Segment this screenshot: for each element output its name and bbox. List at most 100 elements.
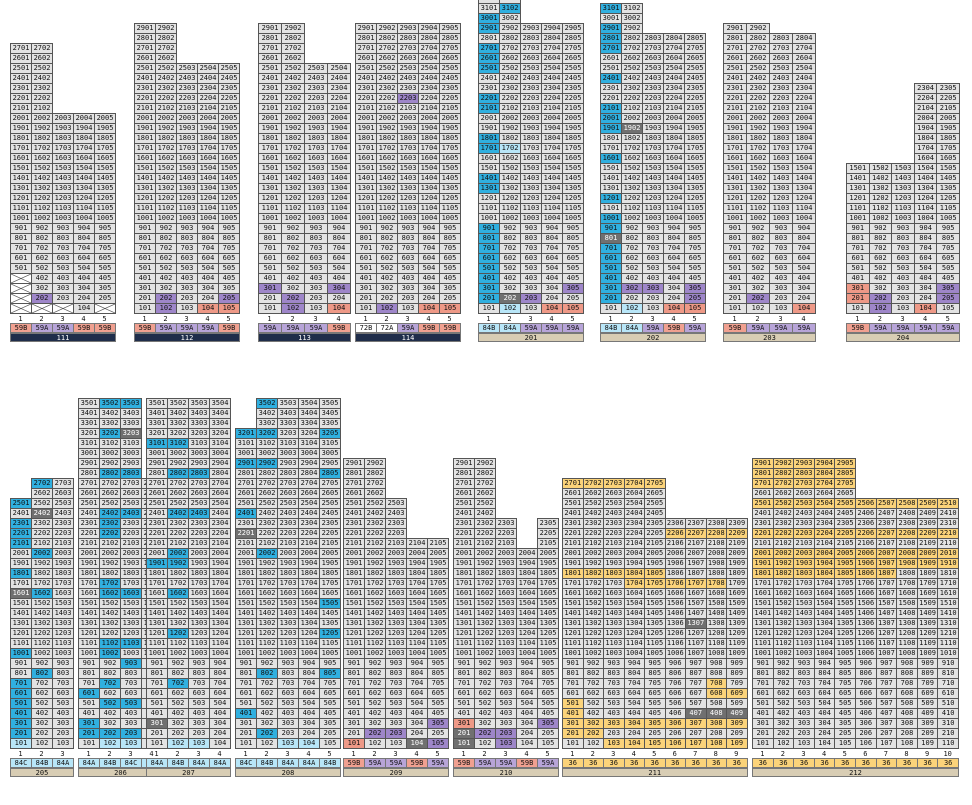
unit-cell[interactable]: 704: [73, 243, 95, 254]
unit-cell[interactable]: 1603: [385, 588, 407, 599]
unit-cell[interactable]: 1303: [52, 618, 74, 629]
unit-cell[interactable]: 1910: [937, 558, 959, 569]
unit-cell[interactable]: 1405: [218, 173, 240, 184]
unit-cell[interactable]: 2104: [913, 103, 938, 114]
unit-cell[interactable]: 3302: [99, 418, 121, 429]
unit-cell[interactable]: 2805: [684, 33, 706, 44]
unit-cell[interactable]: 1505: [427, 598, 449, 609]
unit-cell[interactable]: 604: [792, 253, 816, 264]
unit-cell[interactable]: 2802: [155, 33, 177, 44]
unit-cell[interactable]: 1710: [937, 578, 959, 589]
unit-cell[interactable]: 1203: [397, 193, 419, 204]
unit-cell[interactable]: 2603: [603, 488, 625, 499]
unit-cell[interactable]: 3004: [298, 448, 320, 459]
unit-cell[interactable]: 1704: [813, 578, 836, 589]
unit-cell[interactable]: 1007: [685, 648, 707, 659]
unit-cell[interactable]: 2301: [258, 83, 282, 94]
unit-cell[interactable]: 2102: [474, 538, 496, 549]
unit-cell[interactable]: 804: [209, 668, 231, 679]
unit-cell[interactable]: 1204: [813, 628, 836, 639]
unit-cell[interactable]: 205: [834, 728, 856, 739]
unit-cell[interactable]: 201: [453, 728, 475, 739]
unit-cell[interactable]: 1709: [916, 578, 939, 589]
unit-cell[interactable]: 1803: [793, 568, 815, 579]
unit-cell[interactable]: 1501: [146, 598, 168, 609]
unit-cell[interactable]: 1403: [769, 173, 793, 184]
unit-cell[interactable]: 1902: [582, 558, 604, 569]
unit-cell[interactable]: 2201: [453, 528, 475, 539]
unit-cell[interactable]: 1601: [78, 588, 100, 599]
unit-cell[interactable]: 1201: [355, 193, 377, 204]
unit-cell[interactable]: 203: [642, 293, 664, 304]
unit-cell[interactable]: 2405: [439, 73, 461, 84]
unit-cell[interactable]: 1105: [537, 638, 559, 649]
unit-cell[interactable]: 3003: [277, 448, 299, 459]
unit-cell[interactable]: 1803: [188, 568, 210, 579]
unit-cell[interactable]: 1204: [516, 628, 538, 639]
unit-cell[interactable]: 301: [146, 718, 168, 729]
unit-cell[interactable]: 203: [495, 728, 517, 739]
unit-cell[interactable]: 1504: [813, 598, 836, 609]
unit-cell[interactable]: 2103: [277, 538, 299, 549]
unit-cell[interactable]: 2204: [298, 528, 320, 539]
unit-cell[interactable]: 901: [478, 223, 500, 234]
unit-cell[interactable]: 803: [793, 668, 815, 679]
unit-cell[interactable]: 2206: [664, 528, 686, 539]
unit-cell[interactable]: 705: [562, 243, 584, 254]
unit-cell[interactable]: 1508: [896, 598, 918, 609]
unit-cell[interactable]: 303: [642, 283, 664, 294]
unit-cell[interactable]: 1704: [623, 578, 645, 589]
unit-cell[interactable]: 2703: [603, 478, 625, 489]
unit-cell[interactable]: 505: [537, 698, 559, 709]
unit-cell[interactable]: 603: [277, 688, 299, 699]
unit-cell[interactable]: 203: [188, 728, 210, 739]
unit-cell[interactable]: 907: [685, 658, 707, 669]
unit-cell[interactable]: 2002: [31, 113, 53, 124]
unit-cell[interactable]: 2601: [146, 488, 168, 499]
unit-cell[interactable]: 1201: [10, 193, 32, 204]
unit-cell[interactable]: 901: [10, 223, 32, 234]
unit-cell[interactable]: 401: [478, 273, 500, 284]
unit-cell[interactable]: 1102: [155, 203, 177, 214]
unit-cell[interactable]: 1203: [385, 628, 407, 639]
unit-cell[interactable]: 2603: [188, 488, 210, 499]
unit-cell[interactable]: 1002: [474, 648, 496, 659]
unit-cell[interactable]: 2902: [474, 458, 496, 469]
unit-cell[interactable]: 2801: [453, 468, 475, 479]
unit-cell[interactable]: 1802: [499, 133, 521, 144]
unit-cell[interactable]: 1503: [603, 598, 625, 609]
unit-cell[interactable]: 1803: [385, 568, 407, 579]
unit-cell[interactable]: 1705: [427, 578, 449, 589]
unit-cell[interactable]: 2801: [343, 468, 365, 479]
unit-cell[interactable]: 2302: [364, 518, 386, 529]
unit-cell[interactable]: 2403: [603, 508, 625, 519]
unit-cell[interactable]: 803: [520, 233, 542, 244]
unit-cell[interactable]: 1503: [769, 163, 793, 174]
unit-cell[interactable]: 903: [176, 223, 198, 234]
unit-cell[interactable]: 1505: [537, 598, 559, 609]
unit-cell[interactable]: 2307: [685, 518, 707, 529]
unit-cell[interactable]: 2003: [52, 113, 74, 124]
unit-cell[interactable]: 2601: [600, 53, 622, 64]
unit-cell[interactable]: 2601: [723, 53, 747, 64]
unit-cell[interactable]: 3103: [277, 438, 299, 449]
unit-cell[interactable]: 2501: [343, 498, 365, 509]
unit-cell[interactable]: 1901: [78, 558, 100, 569]
unit-cell[interactable]: 2405: [834, 508, 856, 519]
unit-cell[interactable]: 904: [298, 658, 320, 669]
unit-cell[interactable]: 2403: [120, 508, 142, 519]
unit-cell[interactable]: 2101: [343, 538, 365, 549]
unit-cell[interactable]: 406: [664, 708, 686, 719]
unit-cell[interactable]: 902: [474, 658, 496, 669]
unit-cell[interactable]: 1206: [664, 628, 686, 639]
unit-cell[interactable]: 1505: [439, 163, 461, 174]
unit-cell[interactable]: 2802: [376, 33, 398, 44]
unit-cell[interactable]: 903: [188, 658, 210, 669]
unit-cell[interactable]: 2402: [256, 508, 278, 519]
unit-cell[interactable]: 1503: [520, 163, 542, 174]
unit-cell[interactable]: 1101: [78, 638, 100, 649]
unit-cell[interactable]: 2303: [176, 83, 198, 94]
unit-cell[interactable]: 2405: [218, 73, 240, 84]
unit-cell[interactable]: 309: [726, 718, 748, 729]
unit-cell[interactable]: 2802: [281, 33, 305, 44]
